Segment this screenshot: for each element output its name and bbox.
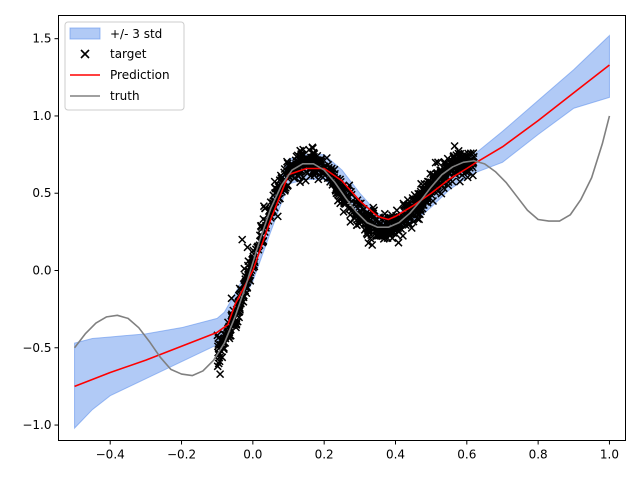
legend-band-swatch — [69, 27, 101, 40]
target-point — [433, 158, 443, 167]
target-point — [352, 221, 362, 230]
target-point — [428, 196, 438, 206]
target-point — [276, 171, 285, 180]
target-point — [413, 210, 422, 219]
x-axis: −0.4 −0.2 0.0 0.2 0.4 0.6 0.8 1.0 — [96, 440, 619, 462]
plot-area — [73, 34, 611, 430]
target-point — [436, 166, 445, 175]
y-tick-label: −1.0 — [22, 418, 51, 432]
target-point — [366, 234, 375, 243]
target-point — [426, 169, 435, 178]
legend-label-truth: truth — [110, 89, 140, 103]
target-point — [370, 206, 379, 215]
target-point — [322, 153, 331, 163]
legend-label-band: +/- 3 std — [110, 27, 162, 41]
truth-line — [73, 115, 611, 377]
target-point — [240, 264, 249, 273]
target-point — [417, 179, 426, 188]
target-point — [437, 189, 446, 198]
x-tick-label: 1.0 — [600, 448, 619, 462]
target-point — [455, 177, 464, 186]
target-point — [394, 238, 403, 247]
target-point — [343, 193, 352, 202]
x-tick-label: 0.2 — [315, 448, 334, 462]
y-tick-label: 1.0 — [32, 109, 51, 123]
target-point — [420, 179, 429, 188]
target-point — [418, 186, 427, 195]
target-point — [243, 243, 252, 252]
target-point — [340, 199, 350, 208]
target-point — [409, 217, 418, 226]
target-point — [401, 211, 410, 220]
target-point — [431, 158, 440, 167]
y-tick-label: 1.5 — [32, 32, 51, 46]
target-point — [468, 171, 477, 180]
target-point — [407, 223, 416, 233]
legend-target-marker — [80, 49, 90, 59]
x-tick-label: 0.4 — [386, 448, 405, 462]
y-tick-label: 0.5 — [32, 186, 51, 200]
target-point — [227, 294, 236, 303]
target-point — [213, 362, 222, 371]
target-point — [433, 172, 442, 181]
x-tick-label: −0.2 — [167, 448, 196, 462]
target-point — [464, 152, 473, 161]
legend-box — [64, 21, 185, 111]
target-point — [413, 207, 422, 216]
target-point — [364, 238, 373, 248]
target-point — [360, 219, 369, 228]
target-point — [283, 159, 292, 168]
x-tick-label: −0.4 — [96, 448, 125, 462]
target-point — [378, 231, 387, 240]
target-point — [387, 224, 396, 233]
x-tick-label: 0.8 — [529, 448, 548, 462]
target-point — [339, 207, 348, 216]
target-point — [238, 235, 247, 244]
target-point — [305, 145, 314, 154]
legend-label-prediction: Prediction — [110, 68, 170, 82]
target-point — [216, 370, 225, 379]
y-axis: −1.0 −0.5 0.0 0.5 1.0 1.5 — [22, 32, 59, 432]
y-tick-label: 0.0 — [32, 264, 51, 278]
target-point — [464, 149, 473, 158]
target-point — [336, 182, 345, 191]
legend-label-target: target — [110, 47, 147, 61]
legend: +/- 3 std target Prediction truth — [64, 21, 185, 111]
target-point — [259, 202, 268, 211]
target-point — [449, 152, 458, 161]
target-point — [215, 344, 224, 353]
target-point — [442, 164, 451, 173]
target-point — [344, 204, 353, 214]
x-tick-label: 0.0 — [243, 448, 262, 462]
y-tick-label: −0.5 — [22, 341, 51, 355]
target-point — [299, 173, 308, 182]
prediction-line — [74, 64, 610, 388]
target-point — [346, 210, 355, 219]
x-tick-label: 0.6 — [457, 448, 476, 462]
target-point — [273, 212, 282, 221]
target-point — [450, 141, 459, 151]
target-point — [333, 196, 342, 205]
target-point — [379, 226, 388, 235]
target-point — [395, 212, 404, 221]
target-point — [296, 178, 305, 187]
axes-frame — [58, 15, 626, 441]
target-point — [368, 240, 377, 250]
target-point — [360, 225, 369, 234]
target-point — [397, 224, 406, 234]
